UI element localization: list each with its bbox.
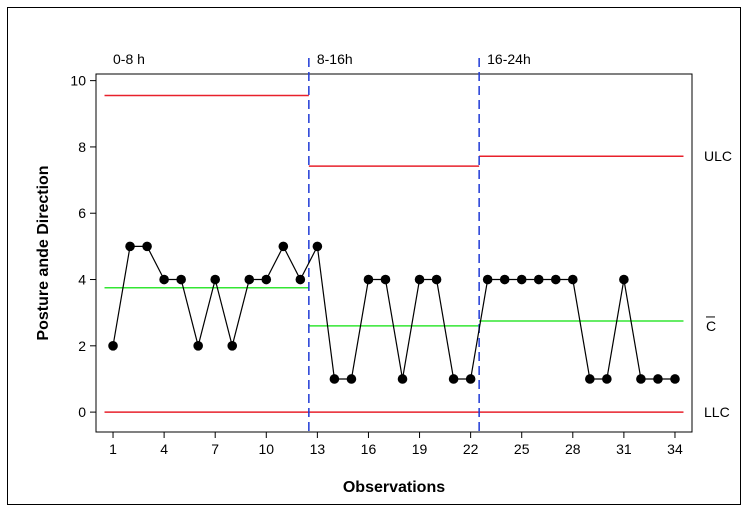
- x-tick-label: 1: [109, 441, 117, 457]
- x-tick-label: 28: [565, 441, 581, 457]
- y-tick-label: 6: [78, 205, 86, 221]
- data-point: [278, 241, 289, 252]
- data-point: [482, 274, 493, 285]
- data-point: [210, 274, 220, 285]
- data-point: [636, 374, 646, 384]
- data-point: [602, 374, 612, 384]
- data-point: [465, 374, 476, 384]
- x-axis-title: Observations: [343, 479, 445, 496]
- data-line: [112, 244, 675, 380]
- ucl-label: ULC: [704, 148, 732, 164]
- data-point: [448, 374, 459, 384]
- data-point: [346, 374, 357, 384]
- y-tick-label: 2: [78, 338, 86, 354]
- data-point: [431, 274, 442, 285]
- x-tick-label: 4: [160, 441, 168, 457]
- data-point: [414, 274, 425, 285]
- data-point: [108, 341, 118, 351]
- data-point: [670, 374, 680, 384]
- data-point: [397, 374, 408, 384]
- data-point: [227, 341, 238, 351]
- x-tick-label: 19: [412, 441, 428, 457]
- phase-label-1: 0-8 h: [113, 51, 145, 67]
- center-label: C: [706, 318, 716, 334]
- x-tick-label: 10: [258, 441, 274, 457]
- data-point: [363, 274, 374, 285]
- data-point: [329, 374, 340, 384]
- phase-label-3: 16-24h: [487, 51, 531, 67]
- x-tick-label: 31: [616, 441, 632, 457]
- data-point: [312, 241, 323, 252]
- data-point: [125, 241, 135, 252]
- x-tick-label: 22: [463, 441, 479, 457]
- x-tick-label: 34: [667, 441, 683, 457]
- data-point: [533, 274, 544, 285]
- data-point: [261, 274, 272, 285]
- data-point: [653, 374, 663, 384]
- data-point: [193, 341, 203, 351]
- lcl-label: LLC: [704, 404, 730, 420]
- data-point: [244, 274, 255, 285]
- data-point: [568, 274, 578, 285]
- y-tick-label: 8: [78, 139, 86, 155]
- control-chart: 1 4 7 10 13 16 19 22 25 28 31 34 0 2 4 6 8 10 0-8 h 8-16h 1…: [35, 51, 732, 496]
- y-axis-title: Posture ande Direction: [35, 165, 52, 340]
- data-point: [295, 274, 306, 285]
- data-point: [380, 274, 391, 285]
- data-point: [516, 274, 527, 285]
- data-point: [176, 274, 186, 285]
- y-tick-label: 0: [78, 404, 86, 420]
- data-point: [550, 274, 561, 285]
- data-point: [585, 374, 595, 384]
- x-tick-label: 25: [514, 441, 530, 457]
- plot-area: [95, 73, 693, 433]
- y-tick-label: 10: [70, 73, 86, 89]
- y-tick-label: 4: [78, 272, 86, 288]
- data-point: [619, 274, 629, 285]
- data-point: [142, 241, 152, 252]
- x-tick-label: 16: [361, 441, 377, 457]
- data-point: [499, 274, 510, 285]
- x-tick-label: 13: [310, 441, 326, 457]
- phase-label-2: 8-16h: [317, 51, 353, 67]
- chart-frame: 1 4 7 10 13 16 19 22 25 28 31 34 0 2 4 6 8 10 0-8 h 8-16h 1…: [7, 7, 741, 505]
- data-point: [159, 274, 169, 285]
- x-tick-label: 7: [211, 441, 219, 457]
